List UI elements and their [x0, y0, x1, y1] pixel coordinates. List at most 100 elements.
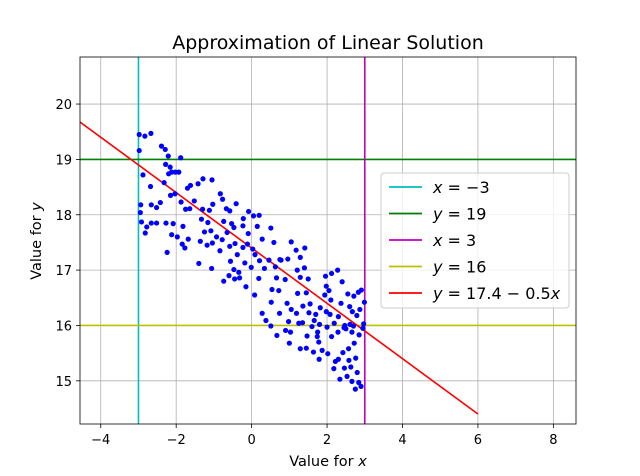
scatter-point [200, 176, 206, 182]
scatter-point [153, 204, 160, 211]
scatter-point [236, 269, 242, 275]
scatter-point [148, 220, 154, 226]
scatter-point [361, 299, 367, 305]
scatter-point [187, 182, 194, 189]
scatter-point [315, 329, 321, 335]
scatter-point [142, 133, 148, 139]
scatter-point [319, 347, 325, 353]
scatter-point [268, 299, 274, 305]
scatter-point [162, 146, 168, 153]
scatter-point [322, 292, 328, 298]
scatter-point [293, 310, 300, 316]
scatter-point [361, 321, 367, 327]
y-tick-label: 20 [55, 98, 72, 113]
scatter-point [287, 329, 294, 335]
scatter-point [163, 161, 169, 167]
scatter-point [161, 180, 167, 186]
scatter-point [138, 202, 144, 208]
scatter-point [341, 365, 348, 371]
x-tick-label: −2 [167, 433, 186, 448]
scatter-point [352, 386, 358, 392]
scatter-point [248, 264, 254, 270]
scatter-point [219, 237, 225, 243]
scatter-point [323, 283, 329, 289]
scatter-point [153, 220, 160, 226]
x-tick-label: 8 [549, 433, 557, 448]
scatter-point [165, 153, 171, 159]
scatter-point [313, 311, 319, 317]
scatter-point [219, 196, 226, 202]
scatter-point [353, 355, 359, 361]
scatter-point [217, 248, 223, 254]
scatter-point [331, 320, 337, 326]
scatter-point [335, 356, 341, 362]
scatter-point [174, 234, 180, 240]
scatter-point [269, 286, 275, 293]
scatter-point [234, 252, 240, 258]
x-axis-ticks: −4 −2 0 2 4 6 8 [91, 424, 558, 448]
scatter-point [206, 207, 212, 213]
scatter-point [166, 171, 172, 177]
scatter-point [335, 314, 341, 320]
scatter-point [325, 351, 331, 357]
scatter-point [297, 274, 303, 280]
scatter-point [314, 333, 320, 340]
scatter-point [256, 275, 262, 282]
scatter-point [136, 131, 142, 138]
scatter-point [349, 329, 355, 335]
scatter-point [358, 383, 364, 389]
scatter-point [233, 201, 239, 207]
scatter-point [344, 373, 350, 379]
y-axis-label: Value for y [29, 202, 45, 280]
scatter-point [288, 239, 294, 245]
scatter-point [337, 376, 343, 382]
scatter-point [252, 292, 258, 298]
scatter-point [282, 327, 289, 334]
scatter-point [209, 240, 215, 246]
scatter-point [199, 206, 206, 212]
scatter-point [340, 349, 346, 356]
scatter-point [354, 312, 360, 319]
scatter-point [167, 192, 174, 198]
scatter-point [354, 369, 360, 376]
scatter-point [316, 321, 323, 327]
scatter-point [357, 306, 363, 313]
scatter-point [331, 366, 337, 372]
scatter-point [297, 254, 303, 260]
scatter-point [335, 267, 341, 273]
scatter-point [309, 323, 315, 330]
scatter-point [328, 297, 334, 303]
scatter-point [276, 287, 282, 294]
scatter-point [195, 181, 201, 187]
scatter-point [302, 245, 308, 251]
scatter-point [360, 325, 366, 331]
scatter-point [243, 284, 249, 290]
y-axis-ticks: 15 16 17 18 19 20 [55, 98, 80, 390]
scatter-point [317, 305, 323, 311]
scatter-point [323, 309, 329, 315]
scatter-point [339, 279, 345, 285]
scatter-point [259, 310, 265, 316]
y-tick-label: 17 [55, 264, 72, 279]
scatter-point [358, 287, 364, 293]
scatter-point [261, 265, 268, 272]
scatter-point [209, 265, 215, 272]
scatter-point [328, 270, 335, 277]
scatter-point [163, 220, 169, 226]
scatter-point [137, 209, 143, 216]
scatter-point [326, 287, 332, 294]
scatter-point [178, 155, 184, 161]
scatter-point [345, 346, 352, 352]
scatter-point [285, 256, 291, 262]
scatter-point [322, 273, 329, 279]
scatter-point [307, 301, 313, 307]
scatter-point [140, 172, 146, 178]
scatter-point [276, 310, 283, 316]
scatter-point [196, 260, 202, 267]
legend: x = −3 y = 19 x = 3 y = 16 y = 17.4 − 0.5x [380, 172, 570, 309]
scatter-point [316, 339, 322, 345]
series-line [79, 121, 479, 415]
scatter-point [167, 164, 173, 170]
